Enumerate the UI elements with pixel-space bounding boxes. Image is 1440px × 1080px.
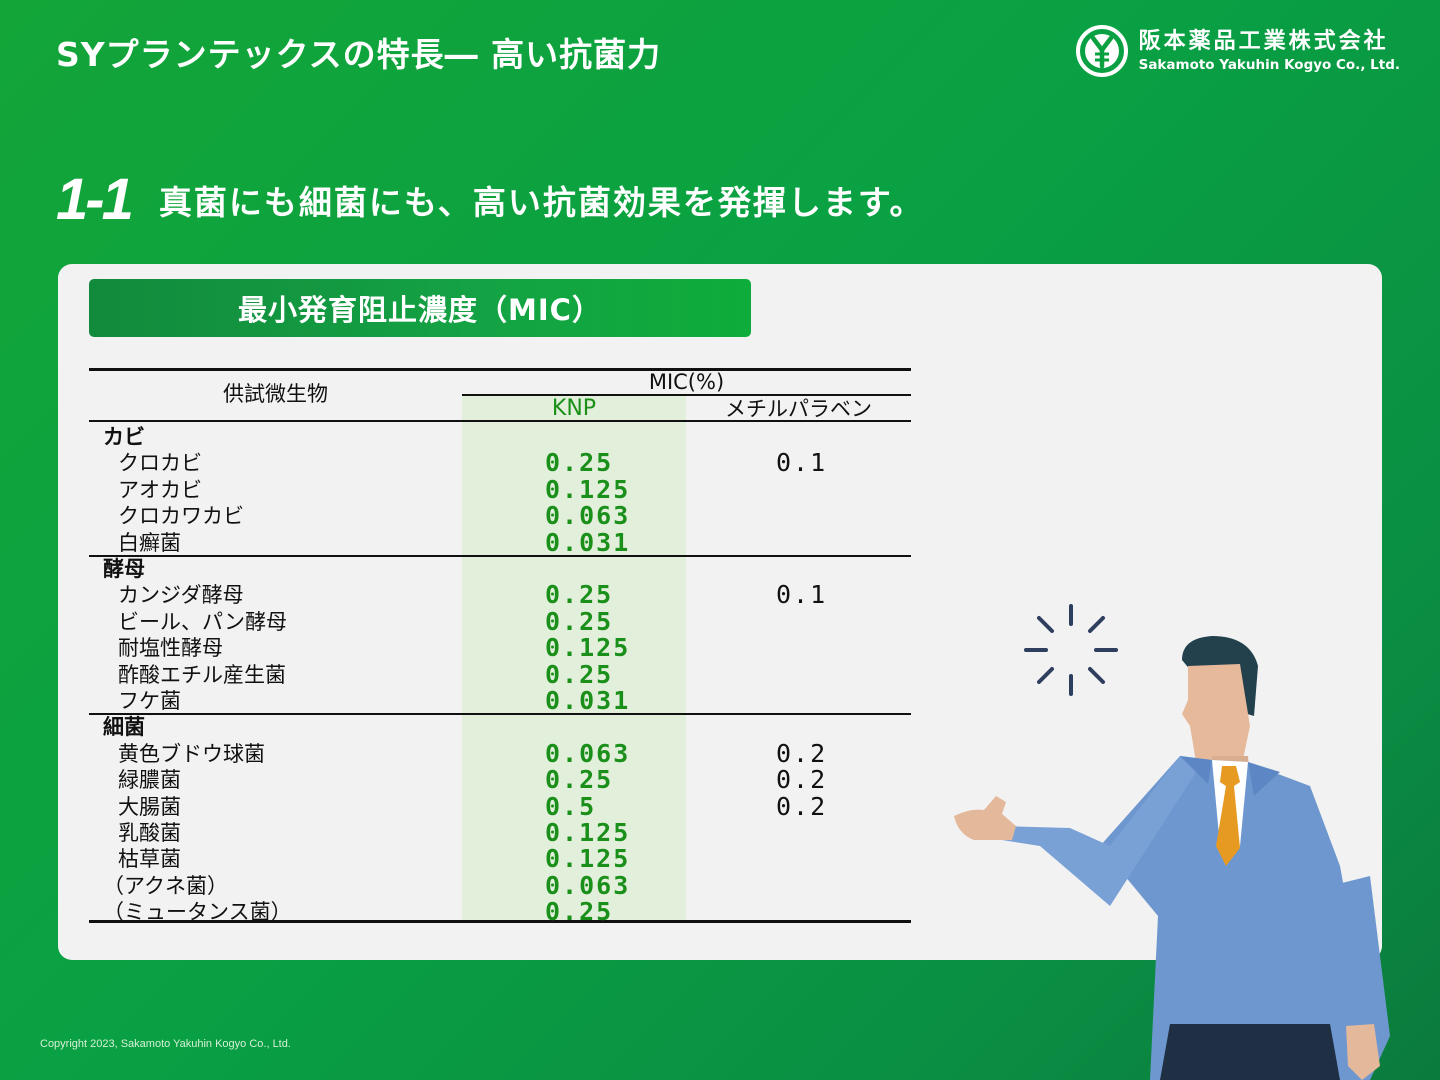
mic-table: 供試微生物 MIC(%) KNP メチルパラベン カビ クロカビ 0.25 0.1 アオ… bbox=[89, 368, 911, 927]
organism-name: クロカワカビ bbox=[118, 504, 244, 529]
organism-name: 枯草菌 bbox=[118, 847, 181, 872]
organism-name: ビール、パン酵母 bbox=[118, 609, 288, 634]
section-title: 最小発育阻止濃度（MIC） bbox=[89, 279, 751, 337]
knp-value: 0.25 bbox=[545, 580, 614, 610]
organism-name: フケ菌 bbox=[118, 689, 181, 713]
group-label: 酵母 bbox=[103, 557, 145, 581]
organism-name: 大腸菌 bbox=[118, 794, 181, 819]
paraben-value: 0.2 bbox=[776, 791, 828, 821]
group-label: カビ bbox=[103, 425, 145, 449]
table-bottom-rule bbox=[89, 920, 911, 923]
idea-spark-icon bbox=[1024, 604, 1118, 696]
organism-name: アオカビ bbox=[118, 477, 202, 502]
knp-value: 0.063 bbox=[545, 738, 631, 768]
organism-name: カンジダ酵母 bbox=[118, 583, 244, 608]
company-name-en: Sakamoto Yakuhin Kogyo Co., Ltd. bbox=[1138, 57, 1400, 73]
organism-name: 酢酸エチル産生菌 bbox=[118, 662, 286, 687]
header-paraben: メチルパラベン bbox=[725, 397, 872, 421]
knp-value: 0.063 bbox=[545, 870, 631, 900]
sy-yen-logo-icon bbox=[1075, 25, 1128, 77]
knp-value: 0.125 bbox=[545, 818, 631, 847]
header-mic: MIC(%) bbox=[648, 370, 725, 394]
knp-value: 0.063 bbox=[545, 501, 631, 531]
headline-number: 1-1 bbox=[56, 167, 134, 232]
knp-value: 0.25 bbox=[545, 765, 614, 795]
group-divider-rule bbox=[89, 713, 911, 716]
knp-column-highlight bbox=[462, 394, 686, 920]
content-panel: 最小発育阻止濃度（MIC） 供試微生物 MIC(%) KNP メチルパラベン カ… bbox=[58, 264, 1390, 1080]
knp-value: 0.25 bbox=[545, 897, 614, 927]
businessman-presenting-icon bbox=[954, 604, 1390, 1080]
knp-value: 0.25 bbox=[545, 659, 614, 689]
table-header-rule bbox=[89, 420, 911, 422]
knp-value: 0.125 bbox=[545, 844, 631, 874]
organism-name: 耐塩性酵母 bbox=[118, 636, 223, 661]
headline: 1-1 真菌にも細菌にも、高い抗菌効果を発揮します。 bbox=[56, 166, 925, 233]
group-divider-rule bbox=[89, 555, 911, 557]
table-top-rule bbox=[89, 368, 911, 371]
organism-name: 乳酸菌 bbox=[118, 821, 181, 845]
paraben-value: 0.1 bbox=[776, 580, 828, 610]
company-name-jp: 阪本薬品工業株式会社 bbox=[1138, 29, 1389, 54]
knp-value: 0.25 bbox=[545, 606, 614, 636]
paraben-value: 0.2 bbox=[776, 738, 828, 768]
organism-name: 緑膿菌 bbox=[118, 768, 181, 793]
headline-text: 真菌にも細菌にも、高い抗菌効果を発揮します。 bbox=[158, 182, 925, 222]
mic-header-rule bbox=[462, 394, 911, 396]
copyright: Copyright 2023, Sakamoto Yakuhin Kogyo C… bbox=[40, 1038, 291, 1050]
knp-value: 0.25 bbox=[545, 448, 614, 478]
organism-name: （アクネ菌） bbox=[103, 873, 228, 898]
organism-name: （ミュータンス菌） bbox=[103, 900, 292, 925]
group-label: 細菌 bbox=[103, 715, 145, 740]
company-brand: 阪本薬品工業株式会社 Sakamoto Yakuhin Kogyo Co., L… bbox=[1075, 24, 1400, 78]
paraben-value: 0.1 bbox=[776, 448, 828, 478]
organism-name: クロカビ bbox=[118, 451, 202, 476]
knp-value: 0.031 bbox=[545, 527, 631, 557]
knp-value: 0.125 bbox=[545, 474, 631, 504]
organism-name: 白癬菌 bbox=[118, 530, 181, 555]
header-knp: KNP bbox=[551, 396, 597, 421]
paraben-value: 0.2 bbox=[776, 765, 828, 795]
knp-value: 0.031 bbox=[545, 686, 631, 715]
header-organism: 供試微生物 bbox=[223, 382, 328, 406]
slide-title: SYプランテックスの特長― 高い抗菌力 bbox=[56, 35, 662, 74]
knp-value: 0.5 bbox=[545, 791, 597, 821]
knp-value: 0.125 bbox=[545, 633, 631, 663]
organism-name: 黄色ブドウ球菌 bbox=[118, 741, 265, 766]
